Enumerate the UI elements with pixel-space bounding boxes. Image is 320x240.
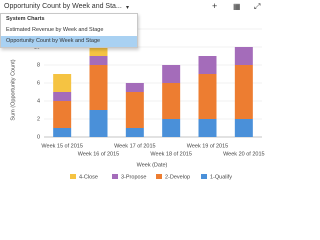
bar-segment [89, 56, 108, 65]
bar-segment [89, 47, 108, 56]
bar-segment [53, 92, 72, 101]
menu-item[interactable]: Estimated Revenue by Week and Stage [6, 27, 104, 33]
legend-swatch [112, 174, 118, 179]
menu-item-selected[interactable]: Opportunity Count by Week and Stage [1, 36, 137, 47]
legend-label: 3-Propose [121, 174, 146, 180]
chart: Sum (Opportunity Count) Week (Date) 0 2 4 6… [10, 26, 264, 180]
menu-heading: System Charts [6, 16, 45, 22]
y-axis-title: Sum (Opportunity Count) [10, 59, 16, 120]
add-icon[interactable]: + [212, 1, 218, 11]
bar-segment [89, 65, 108, 110]
x-tick-label: Week 20 of 2015 [223, 151, 264, 157]
y-tick-label: 2 [37, 116, 40, 122]
expand-icon[interactable]: ⤢ [254, 2, 261, 11]
grid-icon[interactable]: ▦ [233, 2, 241, 11]
chart-selector[interactable]: Opportunity Count by Week and Sta... [4, 3, 122, 10]
x-axis-title: Week (Date) [137, 162, 168, 168]
y-tick-label: 4 [37, 98, 40, 104]
bar-segment [162, 119, 181, 137]
y-tick-label: 6 [37, 80, 40, 86]
bar-segment [198, 56, 217, 74]
bar-segment [198, 119, 217, 137]
bar-segment [125, 92, 144, 128]
bar-segment [162, 83, 181, 119]
x-tick-label: Week 16 of 2015 [78, 151, 119, 157]
dropdown-caret[interactable]: ▾ [126, 5, 130, 11]
y-tick-label: 0 [37, 134, 40, 140]
bar-segment [125, 128, 144, 137]
legend-swatch [156, 174, 162, 179]
bar-segment [234, 119, 253, 137]
legend-swatch [70, 174, 76, 179]
legend-label: 1-Qualify [210, 174, 232, 180]
y-tick-label: 8 [37, 62, 40, 68]
bar-segment [162, 65, 181, 83]
legend-label: 2-Develop [165, 174, 190, 180]
bar-segment [89, 110, 108, 137]
x-tick-label: Week 15 of 2015 [41, 143, 82, 149]
screen: Sum (Opportunity Count) Week (Date) 0 2 4 6… [0, 1, 265, 181]
x-tick-label: Week 17 of 2015 [114, 143, 155, 149]
x-tick-label: Week 19 of 2015 [187, 143, 228, 149]
bar-segment [125, 83, 144, 92]
legend-swatch [201, 174, 207, 179]
dropdown-menu: System Charts Estimated Revenue by Week … [0, 13, 138, 48]
bar-segment [53, 74, 72, 92]
bar-segment [53, 128, 72, 137]
bar-segment [234, 47, 253, 65]
bar-segment [234, 65, 253, 119]
bar-segment [53, 101, 72, 128]
legend-label: 4-Close [79, 174, 98, 180]
bar-segment [198, 74, 217, 119]
x-tick-label: Week 18 of 2015 [150, 151, 191, 157]
